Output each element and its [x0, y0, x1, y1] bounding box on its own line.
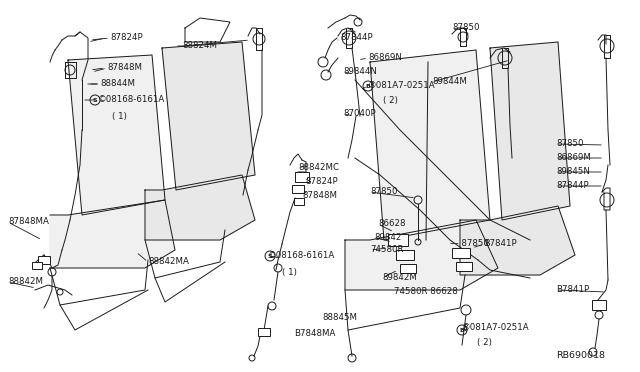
Text: — 87850: — 87850	[450, 240, 489, 248]
Text: 86628: 86628	[378, 219, 406, 228]
Text: 74580R: 74580R	[370, 246, 403, 254]
Text: 87850: 87850	[556, 140, 584, 148]
Text: 89842M: 89842M	[382, 273, 417, 282]
Text: 87040P: 87040P	[343, 109, 376, 119]
Text: 86869M: 86869M	[556, 154, 591, 163]
Text: 89845N: 89845N	[556, 167, 590, 176]
Text: B: B	[460, 327, 465, 333]
Polygon shape	[460, 206, 575, 275]
Text: B7848MA: B7848MA	[294, 330, 335, 339]
Bar	[592, 300, 606, 310]
Text: 87850: 87850	[452, 23, 479, 32]
Text: 87848M: 87848M	[107, 64, 142, 73]
Text: ( 1): ( 1)	[282, 267, 297, 276]
Text: 88842MC: 88842MC	[298, 164, 339, 173]
Text: 88845M: 88845M	[322, 314, 357, 323]
Bar	[295, 172, 309, 182]
Polygon shape	[162, 42, 255, 190]
Polygon shape	[370, 50, 490, 240]
Text: 89844M: 89844M	[432, 77, 467, 87]
Bar	[258, 328, 270, 336]
Bar	[388, 234, 408, 246]
Polygon shape	[345, 220, 498, 290]
Text: 86869N: 86869N	[368, 54, 402, 62]
Text: S: S	[268, 253, 272, 259]
Text: 88842MA: 88842MA	[148, 257, 189, 266]
Text: 88824M: 88824M	[182, 42, 217, 51]
Text: 87841P: 87841P	[484, 240, 516, 248]
Text: 89842: 89842	[374, 232, 401, 241]
Bar	[38, 256, 50, 264]
Bar	[294, 198, 304, 205]
Bar	[400, 264, 416, 273]
Polygon shape	[68, 55, 165, 215]
Text: 87848M: 87848M	[302, 192, 337, 201]
Text: 88842M: 88842M	[8, 278, 43, 286]
Bar	[456, 262, 472, 271]
Text: S: S	[93, 97, 97, 103]
Text: 87850: 87850	[370, 187, 397, 196]
Text: 88844M: 88844M	[100, 80, 135, 89]
Text: ( 1): ( 1)	[112, 112, 127, 121]
Text: ®081A7-0251A: ®081A7-0251A	[462, 324, 530, 333]
Text: ( 2): ( 2)	[383, 96, 398, 105]
Text: B: B	[365, 83, 371, 89]
Text: 87824P: 87824P	[110, 33, 143, 42]
Text: 87844P: 87844P	[340, 33, 372, 42]
Text: ©08168-6161A: ©08168-6161A	[98, 96, 165, 105]
Bar	[292, 185, 304, 193]
Bar	[452, 248, 470, 258]
Text: ®081A7-0251A: ®081A7-0251A	[368, 81, 436, 90]
Bar	[32, 262, 42, 269]
Bar	[396, 250, 414, 260]
Text: 87824P: 87824P	[305, 177, 338, 186]
Text: 87848MA: 87848MA	[8, 218, 49, 227]
Polygon shape	[50, 200, 175, 268]
Text: 74580R 86628: 74580R 86628	[394, 288, 458, 296]
Text: 87844P: 87844P	[556, 182, 589, 190]
Text: RB690018: RB690018	[556, 352, 605, 360]
Polygon shape	[490, 42, 570, 220]
Text: ( 2): ( 2)	[477, 337, 492, 346]
Polygon shape	[145, 175, 255, 240]
Text: B7841P: B7841P	[556, 285, 589, 295]
Text: ©08168-6161A: ©08168-6161A	[268, 251, 335, 260]
Text: 89844N: 89844N	[343, 67, 377, 77]
